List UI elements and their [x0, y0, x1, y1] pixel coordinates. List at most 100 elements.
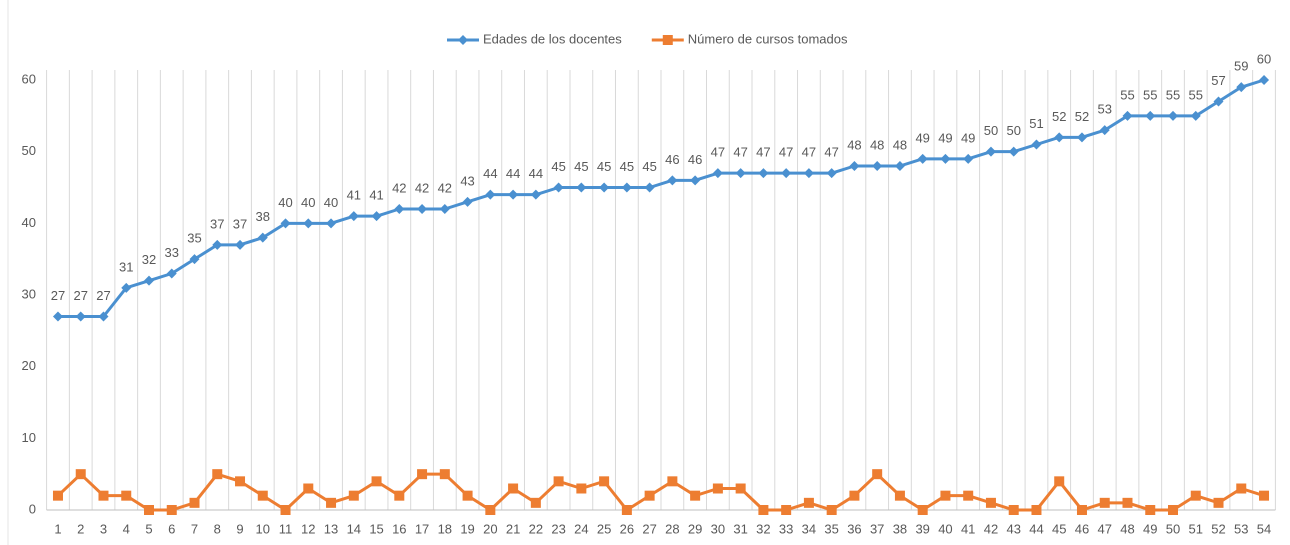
point [1099, 125, 1110, 136]
data-label: 37 [233, 216, 247, 231]
x-tick-label: 36 [847, 521, 861, 536]
x-tick-label: 30 [711, 521, 725, 536]
point [985, 146, 996, 157]
x-tick-label: 10 [256, 521, 270, 536]
data-label: 46 [665, 152, 679, 167]
point [189, 497, 200, 508]
point [644, 490, 655, 501]
x-tick-label: 53 [1234, 521, 1248, 536]
point [326, 218, 337, 229]
data-label: 46 [688, 152, 702, 167]
y-tick-label: 60 [22, 71, 36, 86]
x-tick-label: 33 [779, 521, 793, 536]
x-tick-label: 49 [1143, 521, 1157, 536]
data-label: 27 [96, 288, 110, 303]
data-label: 42 [438, 180, 452, 195]
point [826, 505, 837, 515]
point [439, 469, 450, 480]
data-label: 32 [142, 252, 156, 267]
point [985, 497, 996, 508]
data-label: 41 [369, 188, 383, 203]
point [1076, 132, 1087, 143]
point [485, 505, 496, 515]
point [735, 168, 746, 179]
x-tick-label: 11 [279, 521, 293, 536]
point [621, 505, 632, 515]
data-label: 50 [984, 123, 998, 138]
point [394, 490, 405, 501]
point [1259, 490, 1270, 501]
x-tick-label: 8 [214, 521, 221, 536]
x-tick-label: 9 [236, 521, 243, 536]
point [1122, 110, 1133, 121]
x-tick-label: 54 [1257, 521, 1271, 536]
x-tick-label: 40 [938, 521, 952, 536]
point [872, 469, 883, 480]
point [963, 153, 974, 164]
point [530, 497, 541, 508]
x-tick-label: 34 [802, 521, 816, 536]
point [963, 490, 974, 501]
data-label: 47 [802, 145, 816, 160]
data-label: 52 [1075, 109, 1089, 124]
point [712, 483, 723, 494]
point [1008, 146, 1019, 157]
data-label: 60 [1257, 51, 1271, 66]
data-label: 35 [187, 231, 201, 246]
x-tick-label: 41 [961, 521, 975, 536]
point [1122, 497, 1133, 508]
data-label: 45 [642, 159, 656, 174]
point [872, 161, 883, 171]
x-tick-label: 26 [620, 521, 634, 536]
point [1076, 505, 1087, 515]
data-label: 51 [1029, 116, 1043, 131]
point [621, 182, 632, 193]
point [508, 189, 519, 200]
x-tick-label: 5 [145, 521, 152, 536]
legend-marker [662, 35, 673, 45]
data-label: 40 [278, 195, 292, 210]
point [144, 275, 154, 286]
data-label: 45 [597, 159, 611, 174]
x-tick-label: 20 [483, 521, 497, 536]
point [940, 490, 951, 501]
point [1099, 497, 1110, 508]
data-label: 45 [574, 159, 588, 174]
point [212, 239, 223, 250]
point [781, 168, 792, 179]
legend-marker [458, 35, 468, 45]
x-tick-label: 45 [1052, 521, 1066, 536]
data-label: 42 [415, 180, 429, 195]
x-tick-label: 46 [1075, 521, 1089, 536]
point [667, 175, 678, 186]
data-label: 44 [483, 166, 497, 181]
data-label: 53 [1097, 102, 1111, 117]
data-label: 41 [347, 188, 361, 203]
point [1190, 110, 1201, 121]
y-tick-label: 10 [22, 430, 36, 445]
point [1236, 483, 1247, 494]
data-label: 47 [756, 145, 770, 160]
data-label: 45 [620, 159, 634, 174]
x-tick-label: 18 [438, 521, 452, 536]
data-label: 55 [1143, 87, 1157, 102]
x-tick-label: 13 [324, 521, 338, 536]
point [75, 469, 86, 480]
data-label: 57 [1211, 73, 1225, 88]
point [280, 505, 291, 515]
x-tick-label: 29 [688, 521, 702, 536]
point [917, 505, 928, 515]
data-label: 47 [824, 145, 838, 160]
point [508, 483, 519, 494]
point [417, 204, 428, 214]
data-label: 44 [506, 166, 520, 181]
x-tick-label: 42 [984, 521, 998, 536]
data-label: 55 [1120, 87, 1134, 102]
x-tick-label: 7 [191, 521, 198, 536]
x-tick-label: 3 [100, 521, 107, 536]
point [52, 311, 63, 322]
data-label: 52 [1052, 109, 1066, 124]
point [212, 469, 223, 480]
